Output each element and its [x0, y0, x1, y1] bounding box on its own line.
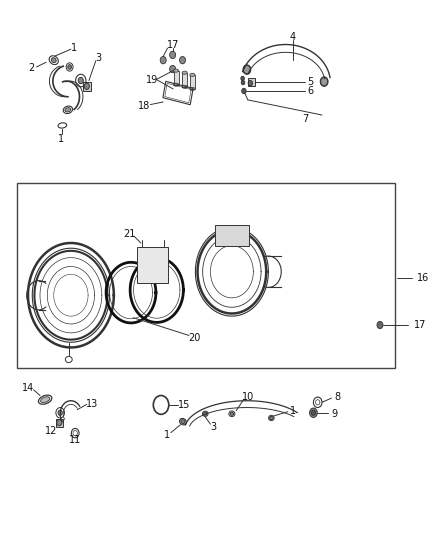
Text: 14: 14	[22, 383, 34, 393]
Circle shape	[241, 76, 244, 80]
Circle shape	[170, 51, 176, 59]
Text: 9: 9	[331, 409, 337, 419]
Text: 1: 1	[163, 430, 170, 440]
Circle shape	[78, 77, 83, 84]
Bar	[182, 72, 187, 87]
Text: 4: 4	[290, 31, 296, 42]
Ellipse shape	[182, 71, 187, 74]
Ellipse shape	[65, 108, 71, 112]
Ellipse shape	[51, 58, 56, 63]
Ellipse shape	[190, 73, 195, 76]
Ellipse shape	[270, 416, 273, 419]
Text: 11: 11	[69, 435, 81, 446]
Ellipse shape	[230, 412, 233, 415]
Text: 1: 1	[71, 43, 77, 53]
Circle shape	[58, 410, 62, 415]
Circle shape	[310, 408, 317, 417]
Text: 15: 15	[178, 400, 190, 410]
Circle shape	[57, 419, 62, 426]
Circle shape	[241, 80, 245, 85]
Text: 10: 10	[242, 392, 254, 402]
Bar	[248, 78, 254, 86]
Text: 13: 13	[86, 399, 99, 409]
Text: 17: 17	[414, 320, 427, 330]
Ellipse shape	[68, 64, 71, 69]
Bar	[163, 82, 193, 104]
Circle shape	[170, 66, 176, 72]
Circle shape	[180, 56, 186, 64]
Circle shape	[311, 410, 315, 415]
Bar	[215, 225, 249, 246]
Ellipse shape	[181, 420, 185, 424]
Text: 8: 8	[334, 392, 340, 402]
Circle shape	[149, 262, 156, 271]
Ellipse shape	[41, 397, 50, 402]
Text: 2: 2	[28, 63, 34, 73]
Bar	[138, 247, 168, 283]
Text: 3: 3	[95, 53, 101, 62]
Text: 17: 17	[166, 39, 179, 50]
Circle shape	[242, 88, 246, 94]
Text: 7: 7	[302, 114, 308, 124]
Text: 6: 6	[307, 86, 314, 96]
Circle shape	[321, 77, 328, 86]
Circle shape	[244, 66, 251, 74]
Ellipse shape	[204, 412, 207, 415]
Ellipse shape	[173, 69, 179, 72]
Bar	[165, 83, 191, 103]
Text: 18: 18	[138, 101, 150, 111]
Text: 3: 3	[211, 422, 217, 432]
Text: 21: 21	[124, 229, 136, 239]
Bar	[56, 418, 63, 427]
Text: 12: 12	[45, 425, 57, 435]
Bar	[190, 75, 195, 89]
Text: 1: 1	[58, 134, 64, 143]
Text: 1: 1	[290, 406, 296, 416]
Bar	[17, 183, 395, 368]
Text: 5: 5	[307, 77, 314, 87]
Circle shape	[160, 56, 166, 64]
Text: 19: 19	[146, 75, 158, 85]
Text: 20: 20	[188, 333, 201, 343]
Bar	[173, 71, 179, 85]
Circle shape	[377, 321, 383, 329]
Text: 16: 16	[417, 273, 430, 283]
Bar	[83, 82, 91, 91]
Circle shape	[248, 80, 252, 86]
Circle shape	[84, 83, 89, 90]
